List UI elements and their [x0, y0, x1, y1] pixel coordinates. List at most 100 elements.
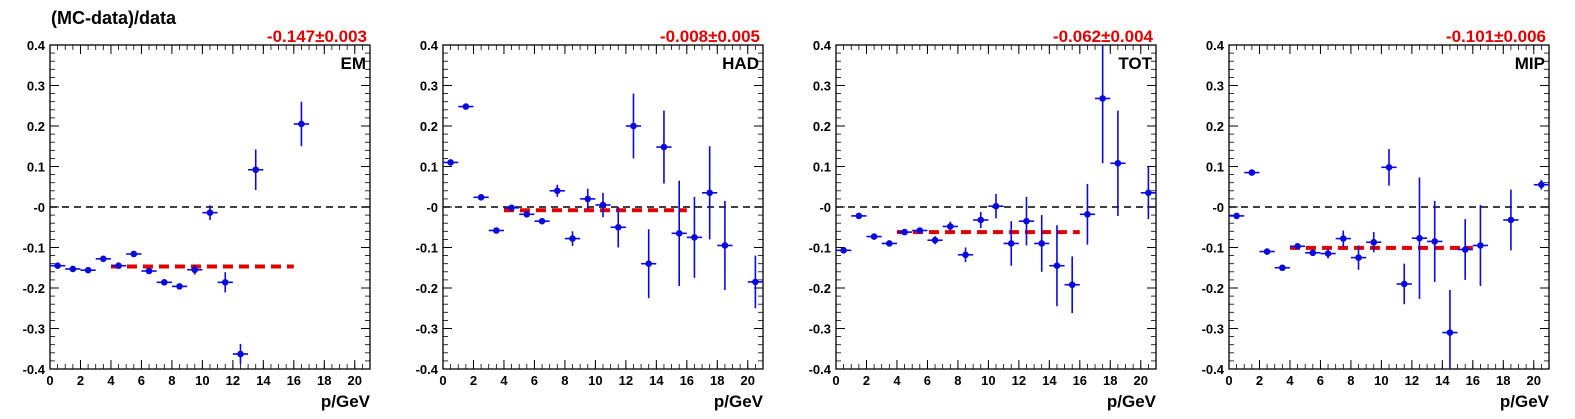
x-tick-label: 20 [1527, 373, 1541, 388]
panel-em: 0.4 0.3 0.2 0.1 -0 -0.1 -0.2 -0.3 -0.40 2 4 6 8 10 12 1… [23, 8, 371, 411]
point-marker [69, 265, 77, 273]
data-point [625, 93, 642, 159]
point-marker [493, 227, 500, 234]
point-marker [1416, 234, 1423, 242]
data-point [912, 227, 928, 234]
point-marker [176, 283, 183, 290]
point-marker [946, 223, 954, 230]
data-point [564, 231, 581, 246]
point-marker [721, 242, 729, 249]
point-marker [252, 166, 260, 174]
y-tick-label: -0 [819, 200, 831, 215]
point-marker [538, 217, 546, 225]
point-marker [599, 201, 607, 209]
point-marker [962, 251, 969, 259]
x-tick-label: 12 [226, 373, 240, 388]
x-tick-label: 18 [1496, 373, 1510, 388]
data-point [50, 262, 66, 270]
y-tick-label: 0.2 [1206, 119, 1224, 134]
point-marker [870, 233, 878, 240]
fit-result-label: -0.008±0.005 [660, 27, 760, 46]
point-marker [1355, 254, 1362, 261]
point-marker [569, 235, 576, 242]
x-tick-label: 2 [77, 373, 84, 388]
y-tick-label: 0.1 [813, 160, 831, 175]
data-point [217, 272, 233, 293]
data-point [1064, 256, 1080, 314]
data-point [580, 188, 596, 210]
data-point [171, 283, 188, 290]
data-point [851, 212, 867, 220]
y-tick-label: -0.2 [809, 281, 831, 296]
data-point [927, 236, 943, 245]
data-point [1079, 183, 1096, 245]
x-tick-label: 6 [138, 373, 145, 388]
y-tick-label: -0.1 [809, 241, 831, 256]
point-marker [523, 210, 531, 218]
x-tick-label: 18 [1103, 373, 1117, 388]
point-marker [447, 159, 454, 166]
y-tick-label: -0 [33, 200, 45, 215]
x-tick-label: 10 [1374, 373, 1388, 388]
data-point [458, 103, 474, 110]
data-point [1018, 196, 1035, 246]
y-tick-label: -0.1 [1202, 241, 1224, 256]
y-axis-label: (MC-data)/data [51, 8, 177, 28]
point-marker [614, 223, 622, 231]
x-tick-label: 2 [470, 373, 477, 388]
point-marker [691, 234, 698, 241]
point-marker [1263, 248, 1271, 255]
x-tick-label: 10 [588, 373, 602, 388]
data-point [126, 250, 142, 258]
data-point [1140, 166, 1156, 220]
panel-title: HAD [722, 54, 759, 73]
data-point [80, 266, 96, 274]
y-tick-label: 0.4 [1206, 38, 1225, 53]
data-point [896, 228, 913, 236]
y-tick-label: 0.1 [420, 160, 438, 175]
panel-had: 0.4 0.3 0.2 0.1 -0 -0.1 -0.2 -0.3 -0.40 2 4 6 8 10 12 1… [416, 27, 764, 411]
point-marker [1084, 210, 1091, 218]
x-tick-label: 0 [832, 373, 839, 388]
point-marker [1145, 189, 1152, 197]
x-axis-label: p/GeV [1107, 392, 1157, 411]
data-point [1049, 225, 1065, 307]
data-point [1289, 242, 1306, 250]
panel-title: TOT [1118, 54, 1152, 73]
data-point [671, 180, 687, 286]
point-marker [1114, 159, 1122, 167]
data-point [988, 194, 1004, 219]
data-point [1350, 245, 1367, 270]
point-marker [1385, 164, 1393, 171]
x-tick-label: 4 [1286, 373, 1294, 388]
point-marker [1053, 262, 1061, 270]
y-tick-label: -0.3 [416, 322, 438, 337]
data-point [534, 217, 550, 225]
point-marker [675, 230, 683, 237]
point-marker [992, 202, 1000, 210]
y-tick-label: 0.1 [27, 160, 45, 175]
point-marker [1068, 281, 1076, 289]
y-tick-label: 0.2 [27, 119, 45, 134]
x-tick-label: 12 [619, 373, 633, 388]
data-point [141, 267, 157, 275]
data-point [836, 247, 852, 254]
y-tick-label: 0.3 [1206, 79, 1224, 94]
data-point [1396, 263, 1412, 305]
point-marker [553, 187, 561, 195]
data-point [973, 211, 989, 229]
data-point [1034, 215, 1050, 272]
x-tick-label: 16 [287, 373, 301, 388]
point-marker [1431, 238, 1439, 245]
data-point [866, 233, 882, 240]
point-marker [1339, 235, 1347, 242]
data-point [1320, 248, 1336, 259]
x-tick-label: 0 [46, 373, 53, 388]
x-tick-label: 14 [649, 373, 664, 388]
point-marker [130, 250, 138, 258]
data-point [942, 221, 958, 232]
panel-mip: 0.4 0.3 0.2 0.1 -0 -0.1 -0.2 -0.3 -0.40 2 4 6 8 10 12 1… [1202, 27, 1550, 411]
point-marker [1023, 217, 1030, 225]
point-marker [237, 350, 244, 358]
y-tick-label: -0.3 [1202, 322, 1224, 337]
